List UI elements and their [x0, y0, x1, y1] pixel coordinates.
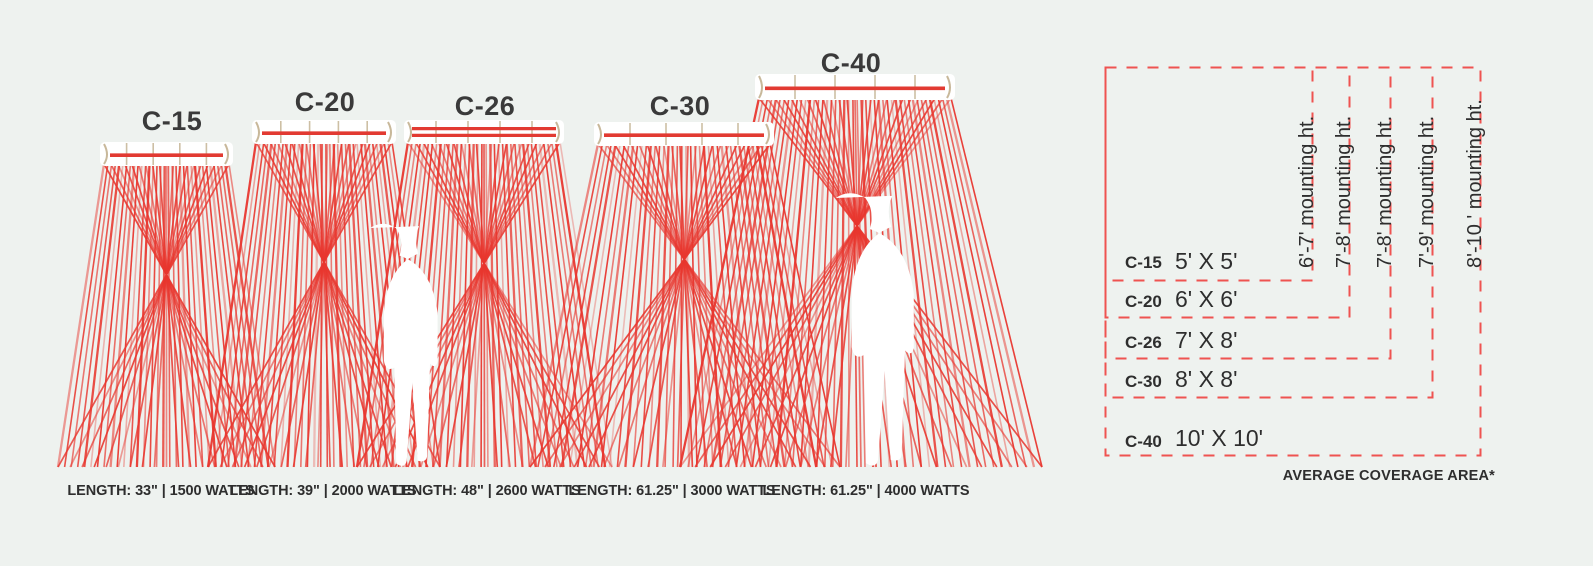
coverage-area-c-20: 6' X 6': [1175, 286, 1238, 312]
mounting-height-c-30: 7'-9' mounting ht.: [1416, 115, 1438, 268]
person-right: [835, 193, 914, 466]
spec-label-c-30: LENGTH: 61.25" | 3000 WATTS: [568, 483, 776, 499]
model-label-c-40: C-40: [820, 48, 882, 78]
fixture-c-30: [594, 122, 774, 146]
spec-label-c-40: LENGTH: 61.25" | 4000 WATTS: [762, 483, 970, 499]
heat-rays-c-15: [56, 163, 276, 468]
coverage-area-c-26: 7' X 8': [1175, 327, 1238, 353]
coverage-model-c-30: C-30: [1125, 372, 1162, 391]
coverage-area-c-40: 10' X 10': [1175, 425, 1264, 451]
spec-label-c-15: LENGTH: 33" | 1500 WATTS: [67, 483, 255, 499]
heat-ray-layer: [56, 97, 1043, 468]
heat-rays-c-26: [355, 141, 613, 468]
mounting-height-c-20: 7'-8' mounting ht.: [1333, 115, 1355, 268]
heat-rays-c-40: [678, 97, 1043, 468]
mounting-height-c-15: 6'-7' mounting ht.: [1296, 115, 1318, 268]
average-coverage-caption: AVERAGE COVERAGE AREA*: [1282, 468, 1495, 484]
model-label-c-15: C-15: [141, 106, 203, 136]
coverage-model-c-15: C-15: [1125, 253, 1162, 272]
spec-label-c-26: LENGTH: 48" | 2600 WATTS: [393, 483, 581, 499]
fixture-c-40: [755, 74, 955, 100]
coverage-model-c-20: C-20: [1125, 292, 1162, 311]
fixture-c-15: [100, 142, 233, 166]
mounting-height-c-26: 7'-8' mounting ht.: [1374, 115, 1396, 268]
fixture-c-20: [252, 120, 396, 144]
coverage-dashed-boxes: [1104, 66, 1482, 457]
human-figure-layer: [370, 193, 914, 466]
spec-label-c-20: LENGTH: 39" | 2000 WATTS: [229, 483, 417, 499]
coverage-model-c-40: C-40: [1125, 432, 1162, 451]
model-label-c-20: C-20: [294, 87, 356, 117]
fixture-c-26: [404, 120, 564, 144]
model-label-c-26: C-26: [454, 91, 516, 121]
person-left: [370, 223, 438, 466]
coverage-box-c-30: [1104, 66, 1434, 399]
fixture-layer: [100, 74, 955, 166]
coverage-area-c-30: 8' X 8': [1175, 366, 1238, 392]
heat-rays-c-30: [528, 143, 841, 468]
coverage-box-c-26: [1104, 66, 1392, 360]
coverage-model-c-26: C-26: [1125, 333, 1162, 352]
coverage-area-c-15: 5' X 5': [1175, 248, 1238, 274]
model-label-c-30: C-30: [649, 91, 711, 121]
mounting-height-c-40: 8'-10 ' mounting ht.: [1464, 99, 1486, 268]
